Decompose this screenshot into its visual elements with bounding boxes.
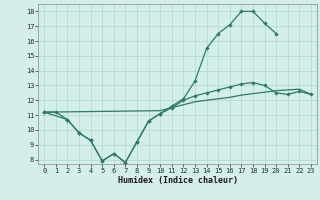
X-axis label: Humidex (Indice chaleur): Humidex (Indice chaleur)	[118, 176, 238, 185]
